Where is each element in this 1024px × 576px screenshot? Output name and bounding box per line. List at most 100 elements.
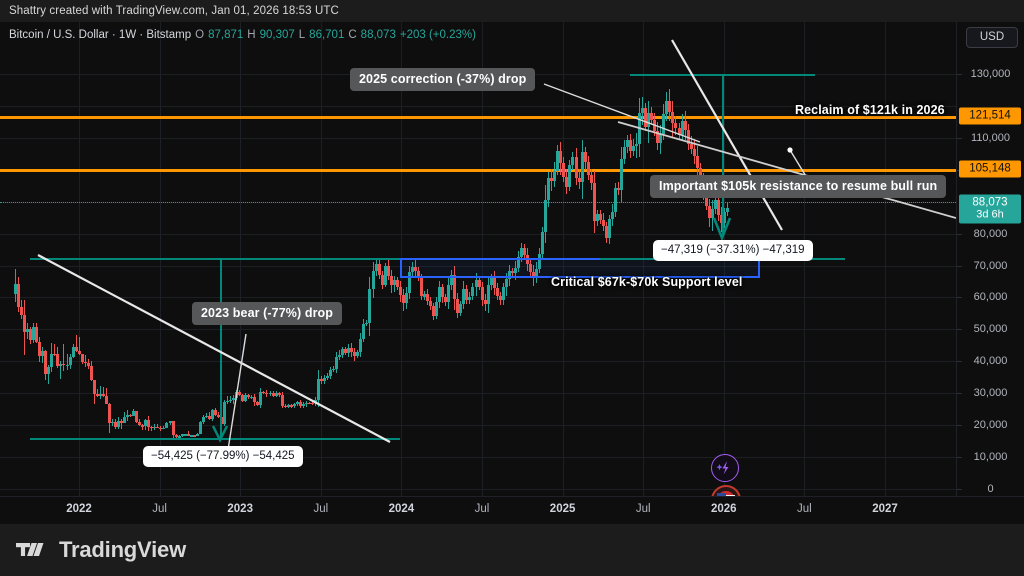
- time-tick: Jul: [313, 503, 329, 515]
- us-flag-glyph: [717, 491, 735, 496]
- time-axis[interactable]: 2022 Jul 2023 Jul 2024 Jul 2025 Jul 2026 Jul 2027: [0, 496, 1024, 525]
- candle-body: [441, 287, 445, 298]
- currency-button[interactable]: USD: [966, 27, 1018, 48]
- candle-body: [14, 284, 17, 295]
- legend-open-value: 87,871: [208, 29, 244, 41]
- chart-pane[interactable]: 2025 correction (-37%) drop 2023 bear (-…: [0, 22, 956, 496]
- gridline-horizontal: [0, 137, 956, 139]
- gridline-horizontal: [0, 233, 956, 235]
- candle-body: [544, 199, 548, 233]
- candle-body: [259, 391, 263, 406]
- annotation-reclaim-121k[interactable]: Reclaim of $121k in 2026: [795, 103, 945, 117]
- gridline-horizontal: [0, 105, 956, 107]
- support-zone-box[interactable]: [400, 258, 760, 278]
- gridline-horizontal: [0, 425, 956, 427]
- annotation-support-level[interactable]: Critical $67k-$70k Support level: [551, 275, 743, 289]
- candle-body: [389, 275, 393, 286]
- us-flag-icon[interactable]: [711, 485, 741, 496]
- annotation-resistance-105k[interactable]: Important $105k resistance to resume bul…: [650, 175, 947, 198]
- candle-body: [574, 157, 578, 179]
- resistance-line-105k[interactable]: [0, 169, 956, 172]
- candle-body: [453, 275, 457, 300]
- candle-body: [529, 263, 533, 272]
- annotation-correction-2025[interactable]: 2025 correction (-37%) drop: [350, 68, 536, 91]
- candle-body: [447, 284, 451, 303]
- candle-body: [601, 219, 605, 226]
- candle-body: [613, 188, 617, 212]
- candle-body: [462, 288, 466, 304]
- candle-body: [68, 357, 72, 365]
- candle-body: [716, 200, 720, 216]
- candle-body: [377, 263, 381, 275]
- price-badge-last[interactable]: 88,073 3d 6h: [959, 194, 1021, 224]
- gridline-vertical: [885, 22, 886, 496]
- sparkle-bolt-glyph: [716, 461, 729, 475]
- candle-body: [541, 232, 545, 255]
- resistance-line-121k[interactable]: [0, 116, 956, 119]
- candle-body: [89, 366, 93, 381]
- candle-body: [368, 289, 372, 323]
- candle-body: [710, 209, 714, 218]
- candle-body: [147, 419, 151, 428]
- candle-body: [580, 152, 584, 182]
- candle-body: [562, 163, 566, 177]
- candle-body: [568, 164, 572, 188]
- candle-body: [501, 287, 505, 301]
- candle-body: [80, 354, 84, 363]
- time-tick: Jul: [474, 503, 490, 515]
- gridline-horizontal: [0, 297, 956, 299]
- price-tick: 70,000: [957, 260, 1024, 272]
- time-tick: Jul: [635, 503, 651, 515]
- candle-body: [20, 306, 24, 316]
- measure-left-vertical: [220, 258, 222, 440]
- candle-body: [532, 271, 536, 278]
- candle-body: [171, 421, 175, 436]
- candle-body: [107, 403, 111, 424]
- candle-body: [653, 119, 657, 132]
- candle-body: [726, 207, 729, 212]
- candle-body: [659, 133, 663, 143]
- candle-body: [456, 299, 460, 314]
- candle-body: [438, 287, 442, 302]
- candle-body: [419, 277, 423, 297]
- candle-body: [92, 380, 96, 394]
- price-tick: 60,000: [957, 291, 1024, 303]
- candle-body: [513, 268, 517, 273]
- sparkle-bolt-icon[interactable]: [711, 454, 739, 482]
- candle-body: [226, 401, 230, 403]
- time-tick: 2027: [872, 503, 898, 515]
- candle-body: [404, 292, 408, 304]
- candle-body: [610, 211, 614, 220]
- candle-body: [686, 130, 690, 145]
- candle-body: [619, 158, 623, 190]
- candle-body: [632, 145, 636, 152]
- annotation-bear-2023[interactable]: 2023 bear (-77%) drop: [192, 302, 343, 325]
- candle-body: [323, 378, 327, 381]
- tradingview-logo-icon: [16, 543, 44, 556]
- candle-body: [692, 149, 696, 157]
- gridline-horizontal: [0, 329, 956, 331]
- candle-body: [47, 367, 51, 375]
- candle-body: [313, 399, 317, 404]
- candle-body: [492, 278, 496, 289]
- candle-body: [486, 285, 490, 305]
- candle-body: [507, 270, 511, 280]
- candle-body: [229, 399, 233, 402]
- gridline-horizontal: [0, 265, 956, 267]
- candle-body: [468, 296, 472, 301]
- candle-body: [280, 395, 284, 406]
- tradingview-logo[interactable]: TradingView: [16, 537, 186, 563]
- candle-body: [413, 267, 417, 271]
- candle-body: [495, 288, 499, 296]
- candle-body: [50, 353, 54, 368]
- price-tick: 50,000: [957, 323, 1024, 335]
- candle-body: [429, 301, 433, 307]
- price-axis[interactable]: USD 130,000120,000110,000100,00090,00080…: [956, 22, 1024, 496]
- candle-wick: [121, 418, 123, 429]
- candle-body: [586, 161, 590, 175]
- time-tick: 2022: [66, 503, 92, 515]
- candle-body: [435, 301, 439, 316]
- candle-wick: [227, 396, 229, 405]
- candle-body: [426, 294, 430, 302]
